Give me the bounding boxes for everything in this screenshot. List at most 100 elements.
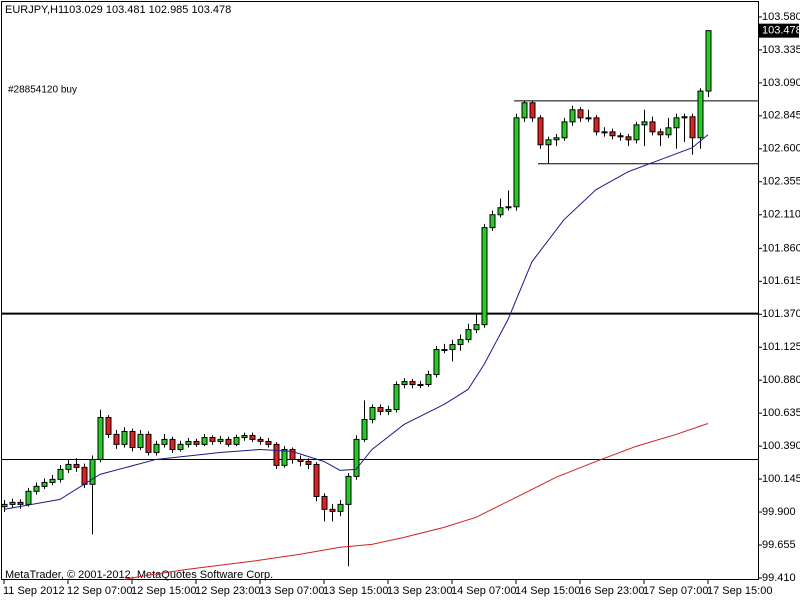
candle-body (57, 468, 64, 480)
candle-body (697, 90, 704, 139)
moving-average (123, 423, 709, 580)
candle-body (257, 438, 264, 442)
candle-body (217, 438, 224, 442)
candle-body (577, 109, 584, 119)
candle-body (201, 437, 208, 445)
y-tick-label: 100.145 (762, 473, 800, 485)
x-tick-label: 16 Sep 23:00 (579, 585, 644, 597)
candle-body (505, 206, 512, 209)
candle-body (193, 440, 200, 445)
candle-body (601, 131, 608, 134)
y-tick-label: 100.635 (762, 407, 800, 419)
candle-body (409, 381, 416, 386)
y-tick-label: 103.580 (762, 11, 800, 23)
candle-body (25, 490, 32, 505)
candle-body (361, 418, 368, 440)
candle-body (169, 438, 176, 450)
candle-body (353, 438, 360, 477)
y-tick-label: 101.370 (762, 308, 800, 320)
y-tick-label: 99.900 (762, 506, 796, 518)
candle-body (609, 131, 616, 137)
y-tick-label: 101.125 (762, 341, 800, 353)
candle-body (433, 349, 440, 376)
candle-body (617, 135, 624, 138)
candle-body (473, 324, 480, 331)
candle-body (241, 435, 248, 439)
candle-body (225, 438, 232, 445)
x-tick-label: 13 Sep 07:00 (259, 585, 324, 597)
candle-body (385, 409, 392, 412)
candle-body (681, 116, 688, 119)
candle-body (153, 443, 160, 453)
candle-body (513, 117, 520, 208)
candle-body (41, 481, 48, 487)
candle-body (401, 381, 408, 386)
candle-body (489, 214, 496, 229)
candle-body (9, 501, 16, 505)
x-tick-label: 17 Sep 07:00 (643, 585, 708, 597)
y-tick-label: 99.410 (762, 572, 796, 584)
annotation: #28854120 buy (8, 85, 77, 96)
candle-body (145, 433, 152, 453)
y-tick-label: 102.355 (762, 176, 800, 188)
x-tick-label: 14 Sep 15:00 (515, 585, 580, 597)
x-tick-label: 12 Sep 23:00 (195, 585, 260, 597)
candle-body (465, 329, 472, 341)
y-tick-label: 102.600 (762, 143, 800, 155)
header-close: 103.478 (191, 4, 231, 16)
candle-body (305, 460, 312, 465)
candle-body (209, 437, 216, 442)
header-values: 103.029 103.481 102.985 103.478 (63, 4, 231, 16)
candle-body (113, 433, 120, 445)
candle-body (673, 117, 680, 129)
candle-body (585, 117, 592, 120)
candle-body (161, 438, 168, 445)
candle-body (121, 430, 128, 445)
x-tick-label: 12 Sep 07:00 (67, 585, 132, 597)
candle-body (49, 478, 56, 483)
candle-body (129, 430, 136, 448)
y-tick-label: 100.390 (762, 440, 800, 452)
candle-body (337, 503, 344, 512)
x-tick-label: 14 Sep 07:00 (451, 585, 516, 597)
price-label: 103.478 (762, 25, 800, 37)
y-tick-label: 103.090 (762, 77, 800, 89)
x-tick-label: 12 Sep 15:00 (131, 585, 196, 597)
candle-body (425, 374, 432, 386)
moving-average (3, 134, 709, 510)
candle-body (689, 116, 696, 139)
candle-body (649, 121, 656, 133)
y-tick-label: 100.880 (762, 374, 800, 386)
candle-body (97, 416, 104, 460)
y-tick-label: 102.845 (762, 110, 800, 122)
header-high: 103.481 (106, 4, 146, 16)
candle-body (705, 30, 712, 92)
y-tick-label: 99.655 (762, 539, 796, 551)
candle-body (281, 448, 288, 466)
candle-body (289, 448, 296, 460)
y-tick-label: 101.860 (762, 242, 800, 254)
candle-body (17, 501, 24, 505)
candle-body (233, 437, 240, 445)
candle-body (105, 416, 112, 435)
y-tick-label: 101.615 (762, 275, 800, 287)
candle-body (313, 463, 320, 497)
candle-body (265, 440, 272, 445)
candle-body (297, 458, 304, 462)
x-tick-label: 11 Sep 2012 (3, 585, 65, 597)
candle-body (641, 121, 648, 126)
chart-title: EURJPY,H1 (5, 4, 64, 16)
candle-body (273, 443, 280, 466)
candle-body (625, 136, 632, 141)
candle-body (377, 407, 384, 412)
candle-body (177, 443, 184, 450)
candle-body (345, 475, 352, 505)
candle-body (449, 344, 456, 351)
candle-body (65, 463, 72, 470)
candle-body (545, 139, 552, 146)
candle-body (657, 131, 664, 136)
x-tick-label: 13 Sep 23:00 (387, 585, 452, 597)
candle-body (665, 127, 672, 136)
candle-body (137, 433, 144, 448)
